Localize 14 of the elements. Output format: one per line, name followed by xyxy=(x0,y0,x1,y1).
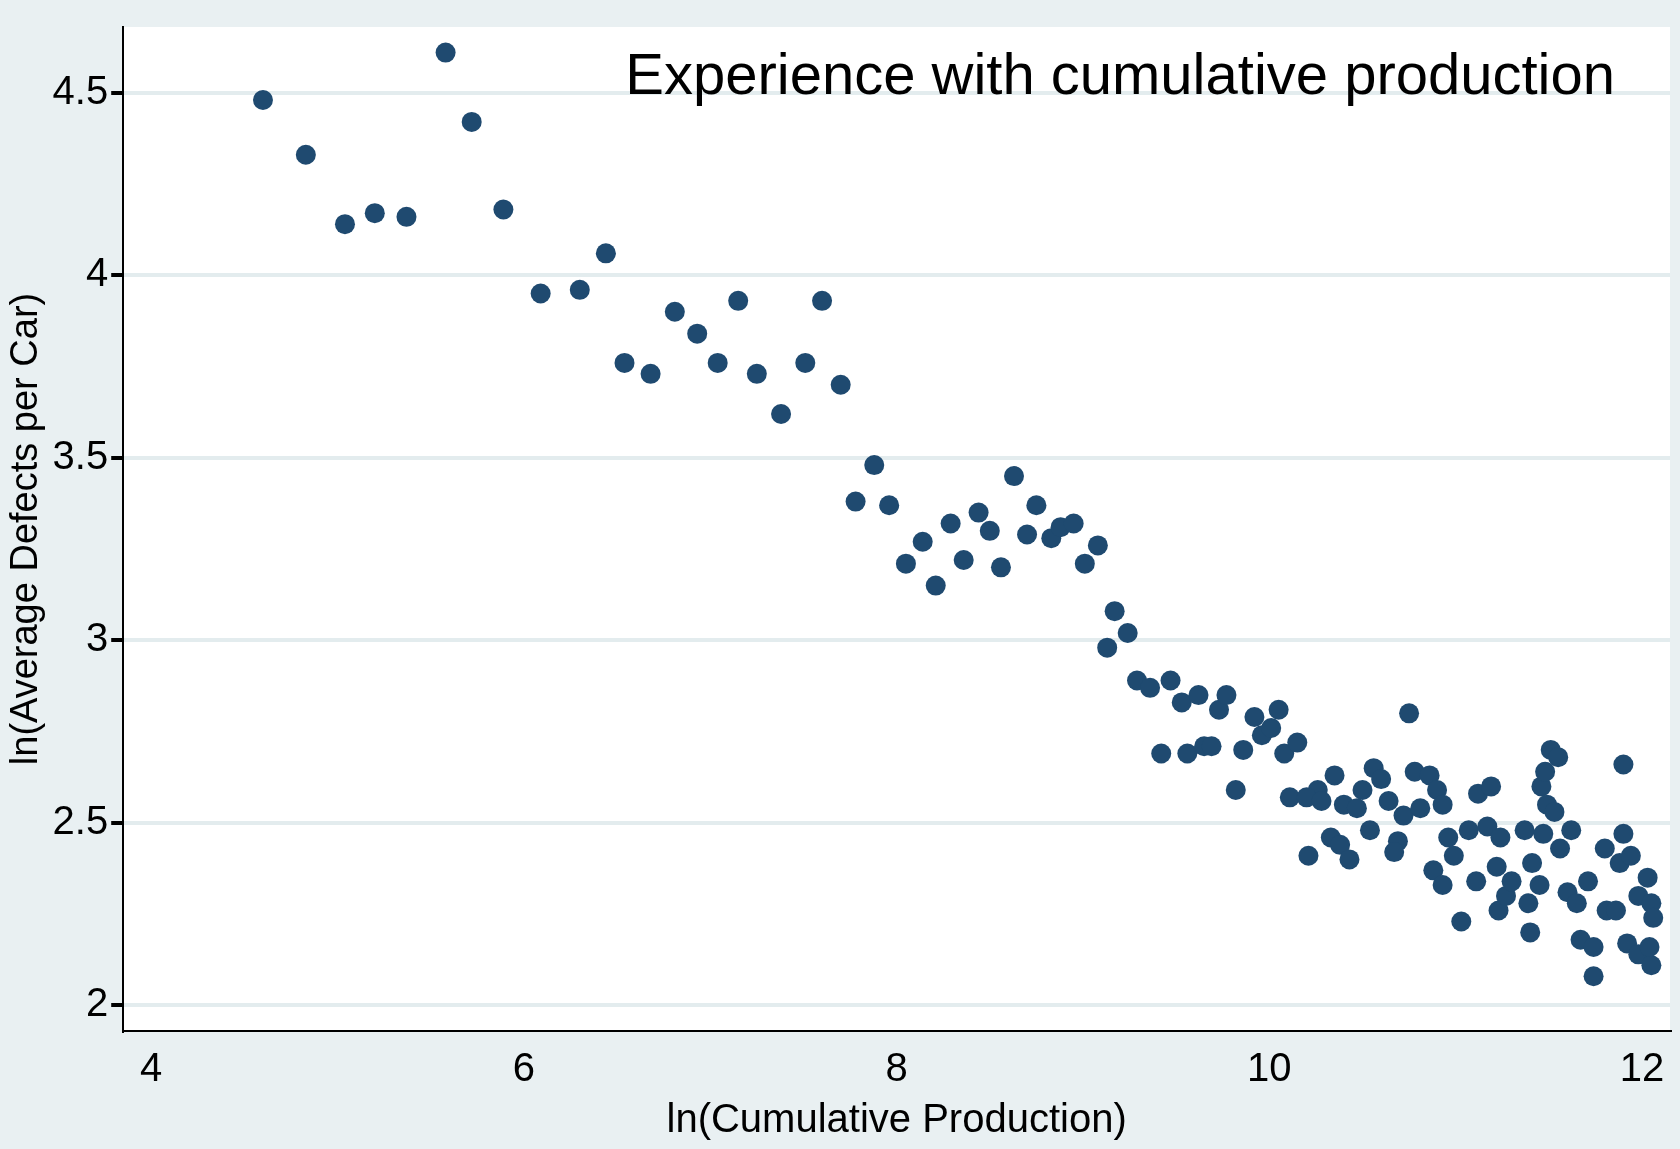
x-tick-label: 6 xyxy=(512,1045,536,1090)
y-tick-label: 4.5 xyxy=(52,67,109,112)
x-tick-label: 10 xyxy=(1247,1045,1292,1090)
chart-title: Experience with cumulative production xyxy=(625,41,1615,106)
y-tick-label: 2.5 xyxy=(52,797,109,842)
x-tick-label: 8 xyxy=(885,1045,908,1090)
y-axis-title: ln(Average Defects per Car) xyxy=(3,292,46,766)
x-tick-label: 12 xyxy=(1619,1045,1665,1090)
x-tick-label: 4 xyxy=(140,1045,163,1090)
y-tick-label: 2 xyxy=(85,980,109,1025)
y-tick-label: 3.5 xyxy=(52,432,109,477)
y-tick-label: 4 xyxy=(85,250,109,295)
y-tick-label: 3 xyxy=(85,615,109,660)
x-axis-title: ln(Cumulative Production) xyxy=(666,1096,1127,1141)
